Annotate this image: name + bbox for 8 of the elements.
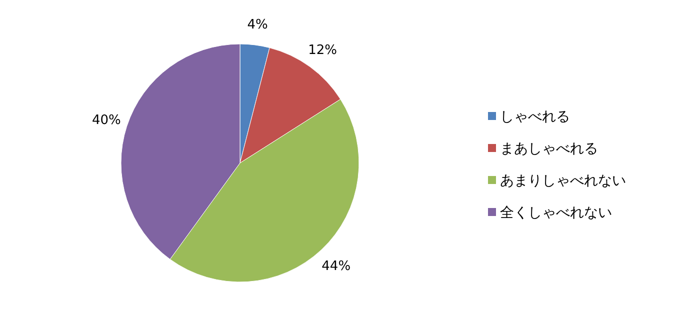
legend-label: まあしゃべれる [500,140,598,157]
legend-label: あまりしゃべれない [500,172,626,189]
legend-label: 全くしゃべれない [500,204,612,221]
legend-label: しゃべれる [500,108,570,125]
data-label: 44% [322,258,351,274]
data-label: 40% [92,113,121,128]
data-label: 12% [308,42,337,58]
data-label: 4% [247,17,268,32]
